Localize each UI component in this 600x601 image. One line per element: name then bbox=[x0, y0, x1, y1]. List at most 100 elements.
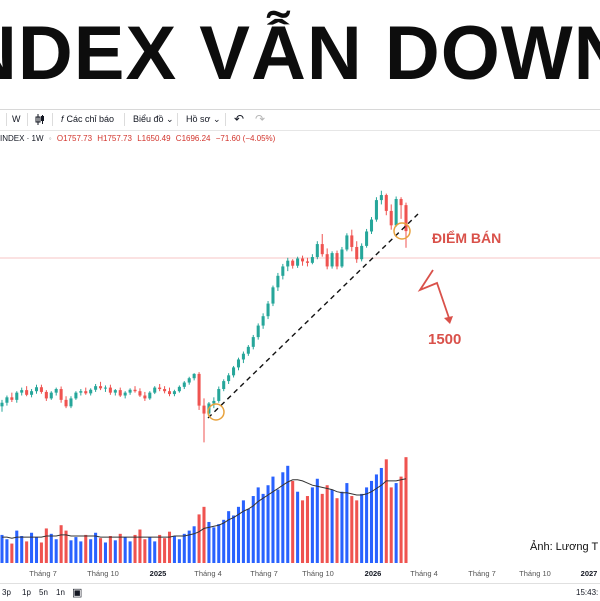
candle bbox=[374, 197, 378, 222]
volume-bar bbox=[84, 534, 88, 563]
photo-credit: Ảnh: Lương T bbox=[530, 541, 599, 553]
volume-bar bbox=[5, 539, 9, 563]
candle-body bbox=[360, 245, 364, 260]
indicators-button[interactable]: f Các chỉ báo bbox=[61, 114, 114, 124]
candle-body bbox=[30, 391, 34, 395]
candle bbox=[94, 383, 98, 392]
volume-bar bbox=[345, 483, 349, 563]
profile-label: Hồ sơ bbox=[186, 114, 211, 124]
candle-body bbox=[197, 373, 201, 406]
candle bbox=[379, 190, 383, 205]
candle bbox=[335, 250, 339, 270]
low-value: L1650.49 bbox=[137, 134, 171, 143]
toolbar-separator bbox=[177, 113, 178, 126]
candle bbox=[301, 255, 305, 266]
volume-bar bbox=[305, 496, 309, 563]
redo-icon[interactable]: ↷ bbox=[255, 112, 266, 126]
volume-bar bbox=[118, 533, 122, 563]
volume-bar bbox=[69, 540, 73, 563]
volume-bar bbox=[15, 530, 19, 563]
volume-bar bbox=[310, 487, 314, 563]
candle-body bbox=[286, 260, 290, 267]
volume-bar bbox=[394, 483, 398, 563]
volume-bar bbox=[271, 476, 275, 563]
timeframe-5n[interactable]: 5n bbox=[39, 588, 48, 597]
candle bbox=[20, 387, 24, 396]
volume-bar bbox=[227, 511, 231, 563]
candle-body bbox=[340, 249, 344, 267]
volume-bar bbox=[99, 538, 103, 563]
candle-body bbox=[325, 254, 329, 267]
timeframe-1n[interactable]: 1n bbox=[56, 588, 65, 597]
volume-bar bbox=[266, 485, 270, 563]
candle-body bbox=[84, 391, 88, 394]
candle-body bbox=[330, 253, 334, 267]
profile-button[interactable]: Hồ sơ ⌄ bbox=[186, 114, 220, 125]
symbol-label: INDEX · 1W bbox=[0, 134, 44, 143]
volume-bar bbox=[296, 491, 300, 563]
candle bbox=[79, 389, 83, 396]
interval-button[interactable]: W bbox=[12, 114, 21, 124]
candle-body bbox=[123, 392, 127, 396]
volume-bar bbox=[167, 531, 172, 563]
candle-body bbox=[187, 378, 191, 383]
candle bbox=[256, 323, 260, 340]
candle bbox=[355, 241, 359, 263]
candle bbox=[350, 229, 354, 252]
volume-bar bbox=[330, 489, 334, 563]
volume-bar bbox=[212, 527, 216, 563]
volume-bar bbox=[236, 506, 241, 563]
candle-style-icon[interactable] bbox=[35, 114, 45, 127]
candle bbox=[236, 357, 241, 371]
candle-body bbox=[261, 316, 265, 326]
calendar-icon[interactable]: ▣ bbox=[72, 587, 83, 599]
volume-bar bbox=[133, 534, 137, 563]
x-tick-label: Tháng 4 bbox=[194, 569, 222, 578]
candle bbox=[305, 257, 309, 267]
candles bbox=[0, 190, 408, 443]
candle bbox=[232, 365, 236, 378]
x-tick-label: Tháng 7 bbox=[29, 569, 57, 578]
undo-icon[interactable]: ↶ bbox=[234, 112, 245, 126]
candle bbox=[315, 241, 319, 260]
candle-body bbox=[399, 199, 403, 206]
volume-bar bbox=[256, 487, 260, 563]
candle bbox=[138, 388, 142, 397]
volume-bar bbox=[59, 525, 63, 563]
toolbar-separator bbox=[52, 113, 53, 126]
candle-body bbox=[305, 261, 309, 263]
candle-body bbox=[315, 244, 319, 258]
candle bbox=[227, 373, 231, 384]
x-tick-label: 2025 bbox=[150, 569, 167, 578]
volume-bar bbox=[340, 491, 344, 563]
chart-type-button[interactable]: Biểu đồ ⌄ bbox=[133, 114, 174, 125]
candle bbox=[69, 396, 73, 409]
candle bbox=[212, 397, 216, 409]
candle-body bbox=[25, 390, 29, 395]
candle bbox=[365, 228, 369, 248]
candle-body bbox=[404, 205, 408, 232]
candle-body bbox=[167, 391, 172, 395]
candle-body bbox=[212, 400, 216, 404]
candle-body bbox=[379, 195, 383, 201]
candle-body bbox=[138, 391, 142, 396]
toolbar-separator bbox=[225, 113, 226, 126]
candle-body bbox=[89, 389, 93, 394]
candle bbox=[158, 383, 162, 392]
candle-body bbox=[64, 399, 68, 407]
x-tick-label: Tháng 7 bbox=[250, 569, 278, 578]
volume-bar bbox=[163, 538, 167, 563]
timeframe-1p[interactable]: 1p bbox=[22, 588, 31, 597]
candle-body bbox=[281, 266, 285, 276]
candle-body bbox=[227, 375, 231, 382]
volume-bar bbox=[172, 536, 176, 563]
candle bbox=[39, 384, 43, 394]
candle bbox=[266, 301, 270, 320]
x-tick-label: Tháng 10 bbox=[302, 569, 334, 578]
timeframe-3p[interactable]: 3p bbox=[2, 588, 11, 597]
candle bbox=[384, 193, 388, 216]
price-chart[interactable]: Tháng 7 Tháng 10 2025 Tháng 4 Tháng 7 Tháng 1… bbox=[0, 130, 600, 583]
high-value: H1757.73 bbox=[97, 134, 132, 143]
candle-body bbox=[241, 353, 245, 360]
candle bbox=[389, 204, 393, 230]
